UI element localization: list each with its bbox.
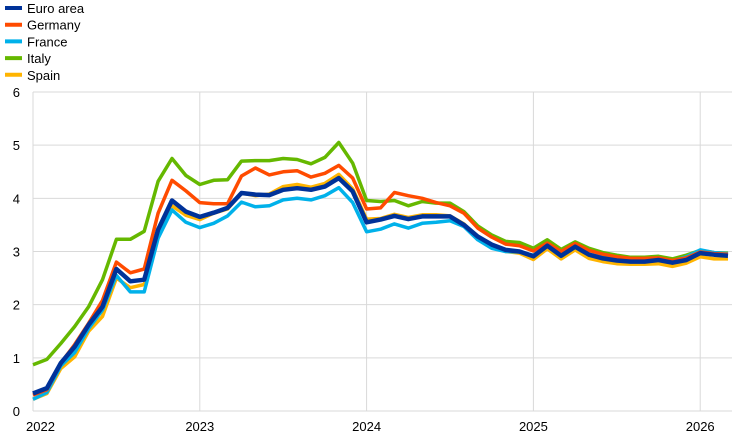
y-tick-label: 5 — [13, 138, 20, 153]
legend-label: Germany — [27, 18, 81, 33]
gridlines — [32, 91, 732, 412]
x-axis-ticks: 2022 2023 2024 2025 2026 — [26, 419, 715, 434]
series-line-italy — [32, 140, 729, 367]
y-tick-label: 6 — [13, 85, 20, 100]
x-tick-label: 2026 — [686, 419, 715, 434]
y-tick-label: 3 — [13, 245, 20, 260]
series-line-germany — [32, 163, 729, 397]
x-tick-label: 2023 — [185, 419, 214, 434]
x-tick-label: 2022 — [26, 419, 55, 434]
y-tick-label: 0 — [13, 404, 20, 419]
series-lines — [32, 140, 729, 401]
x-tick-label: 2024 — [352, 419, 381, 434]
series-line-euro-area — [32, 175, 729, 396]
legend-label: Euro area — [27, 1, 85, 16]
y-tick-label: 4 — [13, 191, 20, 206]
legend-label: Italy — [27, 51, 51, 66]
legend-label: France — [27, 34, 67, 49]
x-tick-label: 2025 — [519, 419, 548, 434]
y-tick-label: 2 — [13, 298, 20, 313]
legend-label: Spain — [27, 68, 60, 83]
y-tick-label: 1 — [13, 351, 20, 366]
y-axis-ticks: 0 1 2 3 4 5 6 — [13, 85, 20, 419]
